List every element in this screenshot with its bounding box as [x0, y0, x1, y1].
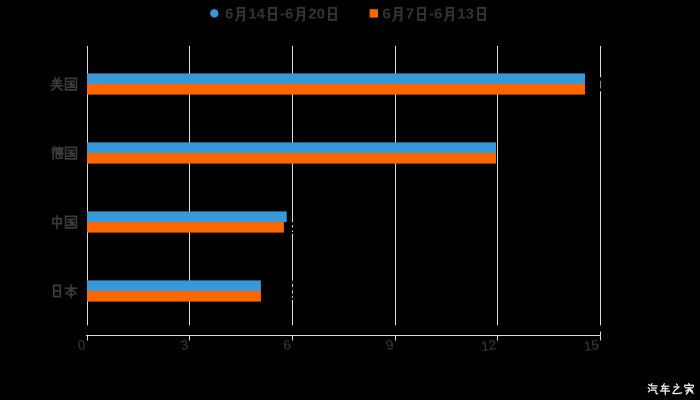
svg-text:6: 6: [282, 337, 292, 353]
svg-text:6: 6: [285, 6, 293, 23]
svg-text:15: 15: [583, 337, 600, 354]
svg-text:20: 20: [308, 6, 325, 23]
svg-text:3: 3: [180, 337, 190, 353]
svg-text:6: 6: [225, 6, 233, 23]
svg-text:14: 14: [248, 6, 265, 23]
svg-text:6: 6: [382, 6, 390, 23]
svg-text:0: 0: [77, 337, 87, 353]
svg-text:6: 6: [434, 6, 442, 23]
svg-text:13: 13: [457, 6, 474, 23]
svg-text:-: -: [429, 6, 434, 23]
svg-text:12: 12: [480, 337, 497, 354]
svg-text:9: 9: [385, 337, 395, 353]
svg-text:7: 7: [406, 6, 414, 23]
svg-text:-: -: [280, 6, 285, 23]
